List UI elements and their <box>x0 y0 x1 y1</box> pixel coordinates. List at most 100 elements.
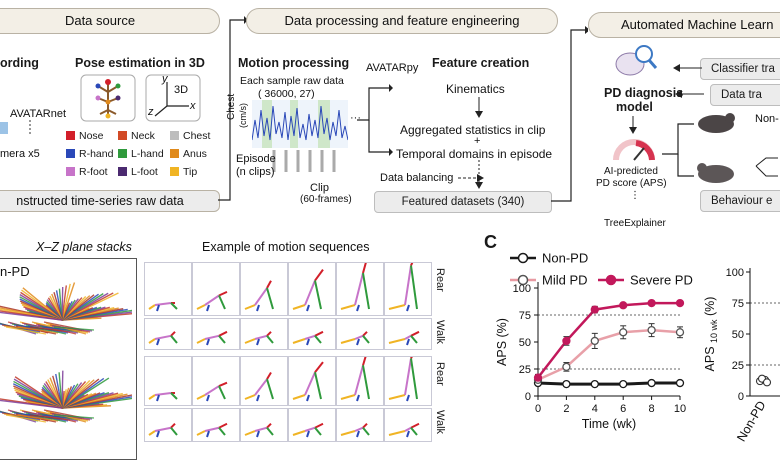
data-source-title: Data source <box>64 13 136 28</box>
sequence-frame <box>384 246 432 316</box>
y-tick-label: 50 <box>732 329 744 341</box>
y-tick-label: 50 <box>519 337 531 349</box>
stick-figure <box>196 290 228 312</box>
data-point <box>675 378 685 388</box>
body-segment <box>154 334 172 340</box>
limb-segment <box>406 430 410 438</box>
limb-segment <box>156 430 160 438</box>
legend-label: Severe PD <box>630 273 693 288</box>
tail-segment <box>148 394 156 400</box>
sequence-frame <box>240 262 288 316</box>
joint-legend-label: R-foot <box>79 166 108 178</box>
sequence-frame <box>144 318 192 350</box>
branch-arrows <box>357 84 393 156</box>
tree-ellipsis: ⋮ <box>630 190 640 201</box>
sequence-frame <box>336 258 384 316</box>
automl-title: Automated Machine Learn <box>621 17 774 32</box>
mouse-branch <box>662 113 778 183</box>
x-tick-label: 2 <box>563 403 569 415</box>
joint-legend-label: Tip <box>183 166 198 178</box>
head-segment <box>266 280 272 289</box>
episode-label: Episode <box>236 153 276 165</box>
panel-c-letter: C <box>484 232 497 252</box>
sequence-frame <box>288 356 336 406</box>
sequence-frame <box>144 356 192 406</box>
joint-swatch <box>66 167 75 176</box>
joint-legend-nose: Nose <box>66 130 104 142</box>
sequence-frame <box>144 262 192 316</box>
limb-segment <box>314 427 322 436</box>
x-tick-label: 10 <box>674 403 686 415</box>
tail-segment <box>196 338 206 344</box>
tail-segment <box>388 394 406 400</box>
body-segment <box>254 334 268 340</box>
featured-datasets-box: Featured datasets (340) <box>374 191 552 213</box>
joint-legend-l-hand: L-hand <box>118 148 164 160</box>
joint-swatch <box>170 149 179 158</box>
body-segment <box>354 334 364 340</box>
arrows-to-model <box>673 64 704 98</box>
limb-segment <box>410 265 418 310</box>
joint-legend-tip: Tip <box>170 166 197 178</box>
tail-segment <box>244 338 256 344</box>
limb-segment <box>156 338 160 346</box>
body-segment <box>304 426 316 432</box>
aps-line-chart: Non-PD Mild PD Severe PD 0 25 50 75 100 0 2 4 6 8 10 T… <box>495 251 693 432</box>
stick-figure <box>340 331 370 346</box>
row-label-rear-1: Rear <box>434 268 446 292</box>
joint-legend-label: L-hand <box>131 148 164 160</box>
limb-segment <box>206 430 210 438</box>
automl-panel <box>588 12 780 224</box>
y-axis-label: APS (%) <box>495 318 509 366</box>
tail-segment <box>148 304 156 310</box>
arrow-down-1 <box>475 97 483 118</box>
limb-segment <box>266 335 274 344</box>
body-segment <box>304 334 316 340</box>
skeleton-icon <box>80 74 136 122</box>
joint-legend-label: L-foot <box>131 166 158 178</box>
tail-segment <box>196 394 206 400</box>
limb-segment <box>362 335 370 344</box>
tail-segment <box>292 304 306 310</box>
limb-segment <box>314 280 322 310</box>
joint-legend-label: R-hand <box>79 148 114 160</box>
x-tick-label: 4 <box>592 403 598 415</box>
legend-marker <box>517 274 529 286</box>
ai-line2: PD score (APS) <box>596 178 667 189</box>
limb-segment <box>306 430 310 438</box>
limb-segment <box>356 430 360 438</box>
y-tick-label: 100 <box>513 283 531 295</box>
pose-estimation-heading: Pose estimation in 3D <box>75 56 205 70</box>
sequence-frame <box>336 318 384 350</box>
classifier-text: Classifier tra <box>711 63 775 75</box>
frames-label: (60-frames) <box>300 194 352 205</box>
sequence-frame <box>288 408 336 442</box>
row-label-walk-1: Walk <box>434 320 446 345</box>
head-segment <box>170 331 176 337</box>
joint-swatch <box>170 167 179 176</box>
data-point <box>647 325 656 335</box>
stick-figure <box>292 422 324 438</box>
head-segment <box>410 341 420 359</box>
category-label: Non-PD <box>734 399 768 445</box>
stick-figure <box>340 423 370 438</box>
recording-heading: ording <box>0 56 39 70</box>
y-tick-label: 0 <box>738 391 744 403</box>
legend-label: Non-PD <box>542 251 588 266</box>
joint-legend-chest: Chest <box>170 130 210 142</box>
body-segment <box>204 294 220 306</box>
processing-header: Data processing and feature engineering <box>246 8 558 34</box>
stick-figure <box>292 269 324 312</box>
row-label-rear-2: Rear <box>434 362 446 386</box>
stick-figure <box>340 351 370 402</box>
data-point <box>619 328 628 337</box>
limb-segment <box>170 335 178 344</box>
stick-figure <box>388 246 420 312</box>
stick-figure <box>148 423 178 438</box>
tail-segment <box>148 338 156 344</box>
automl-header: Automated Machine Learn <box>588 12 780 38</box>
featured-datasets-text: Featured datasets (340) <box>401 196 525 208</box>
tail-segment <box>388 430 406 436</box>
chest-unit: (cm/s) <box>238 103 248 128</box>
axis-3d-label: 3D <box>174 84 189 96</box>
